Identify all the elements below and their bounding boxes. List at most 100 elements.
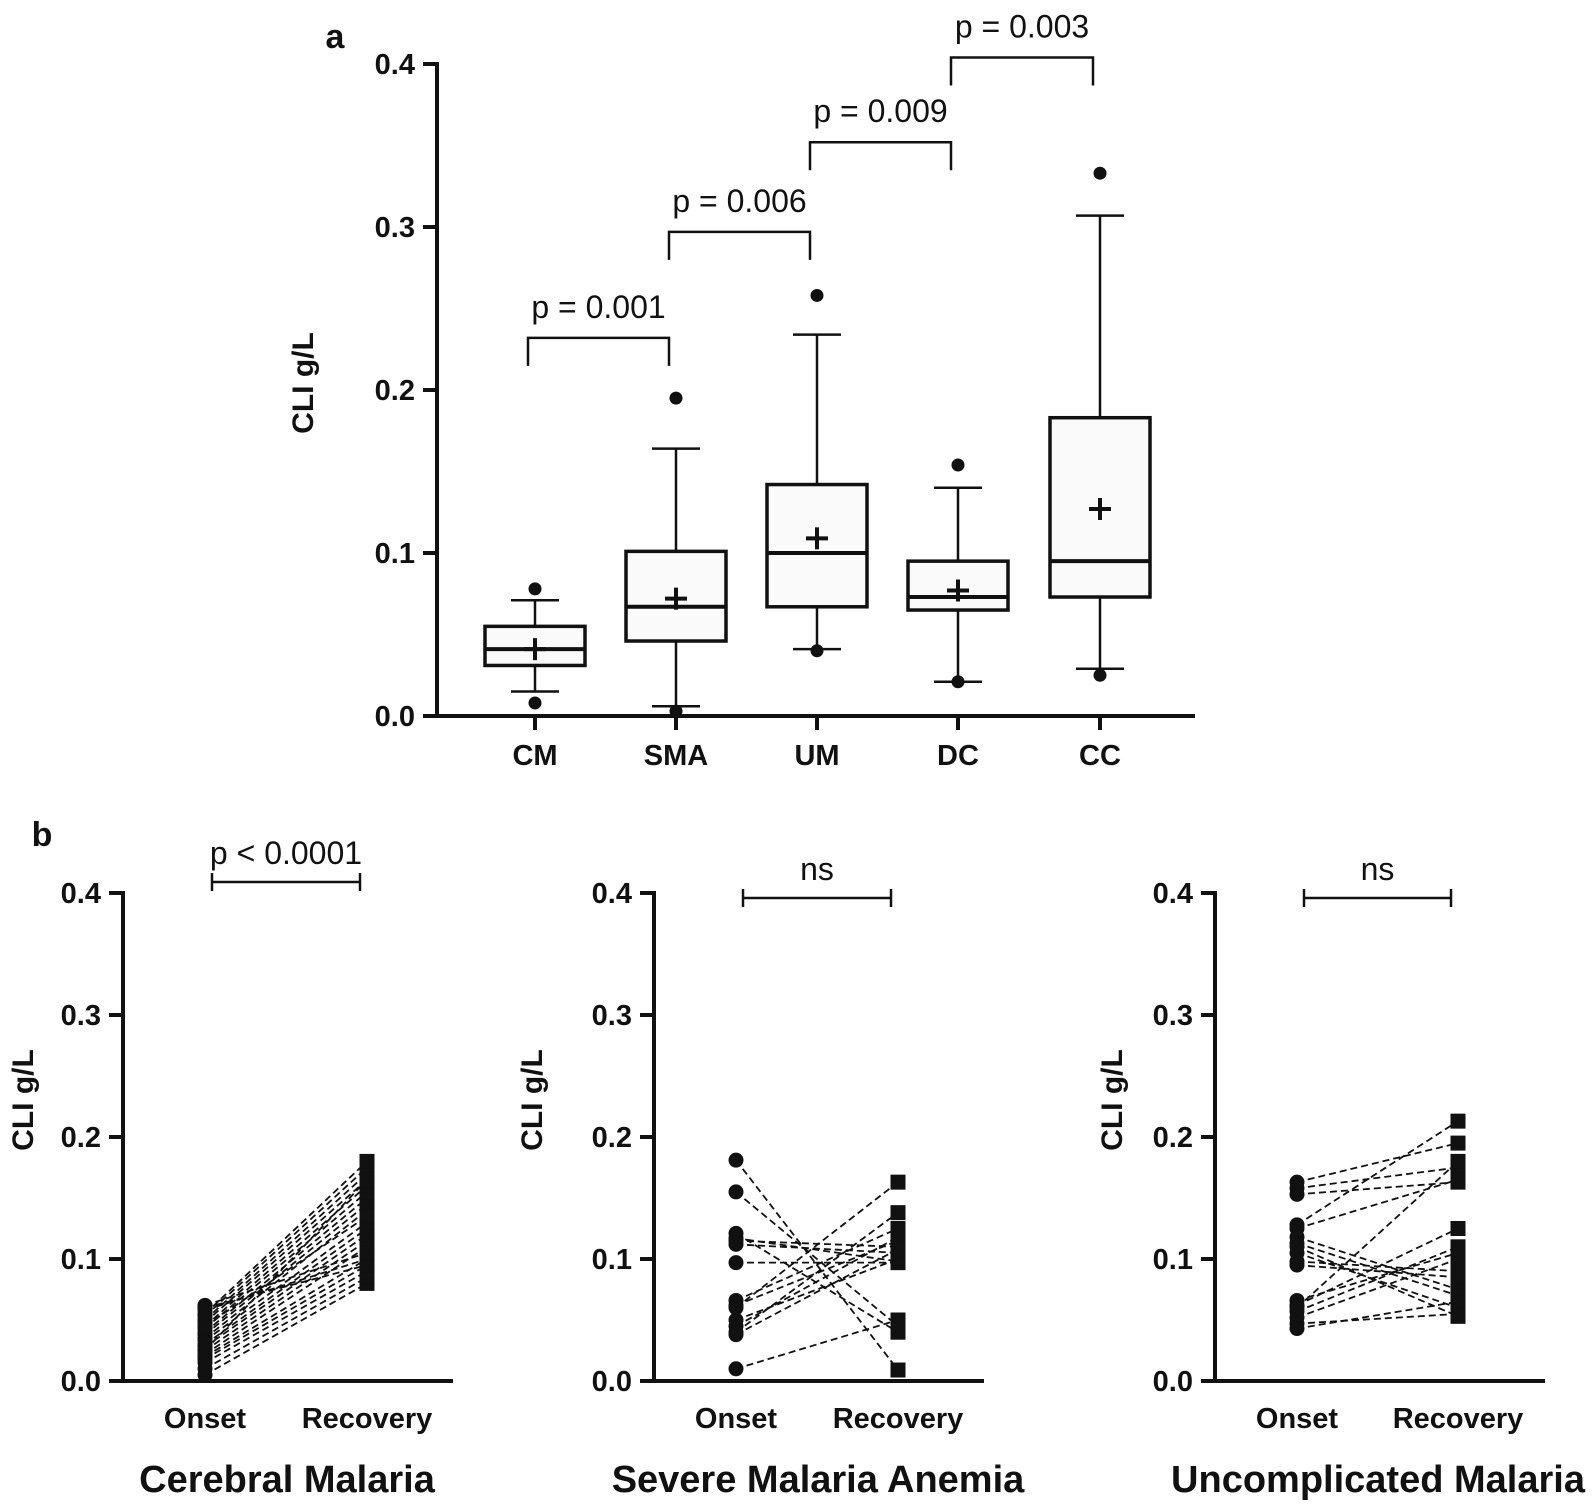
x-tick-label: Onset <box>164 1403 247 1435</box>
y-tick-label: 0.0 <box>375 701 415 733</box>
onset-point <box>728 1152 744 1168</box>
paired-line <box>1296 1300 1459 1330</box>
bracket-line <box>667 230 812 260</box>
paired-line <box>204 1203 368 1336</box>
paired-line <box>1296 1120 1459 1226</box>
panel-b-severe-malaria-anemia: CLI g/L 0.0 0.1 0.2 0.3 0.4 Onset Recovery ns Sev… <box>516 851 1025 1501</box>
significance-label: p < 0.0001 <box>210 835 362 871</box>
onset-point <box>1289 1186 1305 1202</box>
paired-line <box>204 1264 368 1360</box>
y-tick-label: 0.1 <box>61 1244 101 1276</box>
paired-line <box>735 1319 899 1370</box>
recovery-point <box>1450 1221 1466 1236</box>
recovery-point <box>1450 1135 1466 1151</box>
recovery-point <box>359 1153 375 1169</box>
onset-point <box>1289 1321 1305 1337</box>
recovery-point <box>1450 1239 1466 1255</box>
paired-line <box>204 1197 368 1333</box>
p-value-label: p = 0.001 <box>531 289 665 325</box>
paired-line <box>735 1191 899 1327</box>
bracket-line <box>808 140 953 171</box>
x-tick-label: SMA <box>644 740 709 772</box>
onset-point <box>728 1327 744 1343</box>
paired-line <box>735 1236 899 1327</box>
p-value-label: p = 0.006 <box>672 183 806 219</box>
panel-b-uncomplicated-malaria: CLI g/L 0.0 0.1 0.2 0.3 0.4 Onset Recovery ns Unc… <box>1096 851 1586 1501</box>
paired-line <box>204 1258 368 1358</box>
recovery-point <box>359 1172 375 1188</box>
comparison-bracket: p = 0.003 <box>949 8 1095 86</box>
onset-point <box>728 1255 744 1271</box>
paired-line <box>1296 1236 1459 1291</box>
comparison-bracket: ns <box>741 851 893 907</box>
onset-point <box>197 1318 213 1334</box>
paired-line <box>735 1227 899 1302</box>
comparison-bracket: ns <box>1302 851 1453 907</box>
comparison-bracket: p = 0.009 <box>808 93 953 171</box>
recovery-point <box>890 1229 906 1245</box>
significance-label: ns <box>800 851 834 887</box>
paired-line <box>1296 1160 1459 1309</box>
box-cc <box>1048 166 1152 682</box>
outlier-point <box>528 696 542 710</box>
onset-point <box>1289 1239 1305 1255</box>
paired-line <box>1296 1245 1459 1318</box>
paired-line <box>735 1258 899 1321</box>
x-tick-label: DC <box>937 740 979 772</box>
outlier-point <box>810 288 824 302</box>
paired-line <box>204 1166 368 1318</box>
outlier-point <box>1093 668 1107 682</box>
y-tick-label: 0.0 <box>1153 1366 1193 1398</box>
y-axis-title: CLI g/L <box>7 1049 40 1151</box>
paired-line <box>1296 1181 1459 1196</box>
x-tick-label: Recovery <box>302 1403 433 1435</box>
onset-point <box>197 1297 213 1313</box>
onset-point <box>1289 1257 1305 1273</box>
paired-line <box>204 1160 368 1315</box>
panel-b-cerebral-malaria: CLI g/L 0.0 0.1 0.2 0.3 0.4 Onset Recovery p < 0… <box>7 835 453 1501</box>
onset-point <box>728 1300 744 1316</box>
outlier-point <box>951 458 965 472</box>
panel-title: Uncomplicated Malaria <box>1171 1459 1586 1501</box>
paired-line <box>1296 1245 1459 1313</box>
recovery-point <box>1450 1308 1466 1324</box>
onset-point <box>728 1236 744 1252</box>
panel-label-b: b <box>32 816 53 854</box>
recovery-point <box>1450 1172 1466 1188</box>
panel-a: a CLI g/L 0.0 0.1 0.2 0.3 0.4 CM SMA UM DC CC p = 0.… <box>287 8 1195 772</box>
y-tick-label: 0.2 <box>61 1122 101 1154</box>
paired-line <box>204 1252 368 1307</box>
recovery-point <box>890 1362 906 1378</box>
x-tick-label: Recovery <box>1393 1403 1524 1435</box>
panel-title: Cerebral Malaria <box>139 1459 436 1501</box>
outlier-point <box>1093 166 1107 180</box>
paired-line <box>735 1248 899 1336</box>
outlier-point <box>951 675 965 689</box>
box-dc <box>906 458 1010 689</box>
y-tick-label: 0.4 <box>1153 878 1193 910</box>
outlier-point <box>810 644 824 658</box>
panel-title: Severe Malaria Anemia <box>612 1459 1025 1501</box>
y-axis-title: CLI g/L <box>287 332 320 434</box>
y-axis-title: CLI g/L <box>516 1049 549 1151</box>
paired-line <box>735 1181 899 1309</box>
onset-point <box>197 1343 213 1358</box>
y-tick-label: 0.2 <box>1153 1122 1193 1154</box>
paired-line <box>204 1172 368 1321</box>
panel-label-a: a <box>326 18 346 56</box>
x-tick-label: UM <box>794 740 839 772</box>
y-tick-label: 0.0 <box>61 1366 101 1398</box>
paired-line <box>1296 1242 1459 1297</box>
p-value-label: p = 0.003 <box>955 8 1089 44</box>
y-tick-label: 0.4 <box>61 878 101 910</box>
recovery-point <box>890 1174 906 1190</box>
bracket-line <box>526 336 671 366</box>
y-tick-label: 0.2 <box>592 1122 632 1154</box>
paired-line <box>735 1239 899 1248</box>
y-tick-label: 0.2 <box>375 375 415 407</box>
x-tick-label: Onset <box>1256 1403 1339 1435</box>
y-tick-label: 0.0 <box>592 1366 632 1398</box>
x-tick-label: Onset <box>695 1403 778 1435</box>
recovery-point <box>359 1208 375 1224</box>
box-cm <box>483 582 587 710</box>
